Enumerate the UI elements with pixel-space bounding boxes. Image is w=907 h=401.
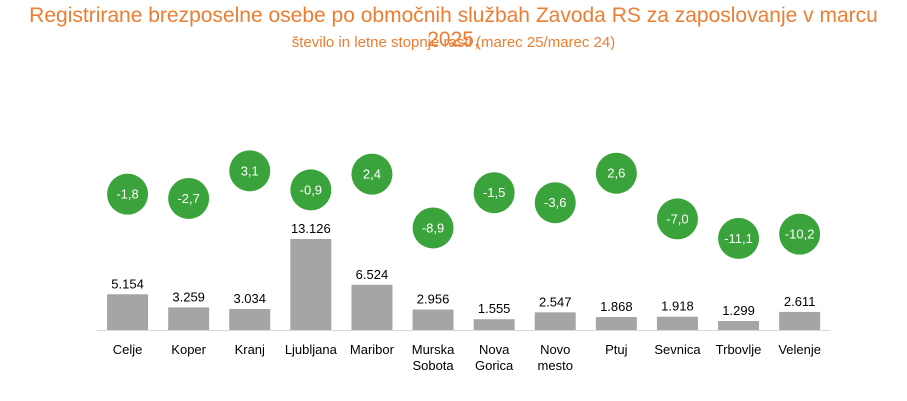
bar-value-label: 1.918 xyxy=(661,299,694,314)
bar xyxy=(290,239,332,330)
bar xyxy=(656,316,698,330)
bar-value-label: 3.259 xyxy=(172,289,205,304)
category-label: Trbovlje xyxy=(716,342,762,357)
growth-rate-marker xyxy=(534,182,576,224)
growth-rate-label: -2,7 xyxy=(177,191,199,206)
bar xyxy=(168,307,210,330)
chart-subtitle: število in letne stopnje rasti (marec 25… xyxy=(291,34,616,51)
bar-value-label: 3.034 xyxy=(233,291,266,306)
growth-rate-marker xyxy=(656,198,698,240)
category-label: Nova Gorica xyxy=(475,342,514,373)
bar xyxy=(473,319,515,330)
growth-rate-label: 3,1 xyxy=(241,163,259,178)
category-label: Velenje xyxy=(778,342,821,357)
growth-rate-label: -0,9 xyxy=(300,182,322,197)
growth-rate-label: -8,9 xyxy=(422,220,444,235)
bar-value-label: 1.299 xyxy=(722,303,755,318)
growth-rate-label: -1,5 xyxy=(483,185,505,200)
chart-title: Registrirane brezposelne osebe po območn… xyxy=(29,4,878,51)
growth-rate-marker xyxy=(779,213,821,255)
category-label: Murska Sobota xyxy=(412,342,455,373)
growth-rate-marker xyxy=(107,173,149,215)
bar xyxy=(534,312,576,330)
growth-rate-label: -11,1 xyxy=(724,231,753,246)
growth-rate-label: -3,6 xyxy=(544,195,566,210)
bar-value-label: 1.868 xyxy=(600,299,633,314)
growth-rate-label: -10,2 xyxy=(785,227,815,242)
growth-rate-marker xyxy=(168,177,210,219)
bar xyxy=(107,294,149,330)
growth-rate-label: 2,4 xyxy=(363,167,381,182)
growth-rate-label: -1,8 xyxy=(116,187,138,202)
category-label: Koper xyxy=(171,342,206,357)
growth-rate-marker xyxy=(412,207,454,249)
growth-rate-marker xyxy=(290,169,332,211)
bar xyxy=(779,311,821,330)
growth-rate-label: -7,0 xyxy=(666,211,688,226)
bar xyxy=(351,284,393,330)
category-label: Maribor xyxy=(350,342,395,357)
bar xyxy=(718,320,760,330)
category-label: Celje xyxy=(113,342,143,357)
bar xyxy=(229,308,271,330)
growth-rate-marker xyxy=(595,152,637,194)
category-label: Ljubljana xyxy=(285,342,338,357)
bar-value-label: 6.524 xyxy=(356,267,389,282)
growth-rate-marker xyxy=(718,217,760,259)
bar-value-label: 13.126 xyxy=(291,221,331,236)
bar xyxy=(595,317,637,330)
category-label: Kranj xyxy=(235,342,265,357)
bar-value-label: 2.611 xyxy=(784,294,816,309)
bar-value-label: 2.956 xyxy=(417,292,450,307)
bar-value-label: 1.555 xyxy=(478,301,511,316)
category-label: Novo mesto xyxy=(538,342,573,373)
category-label: Ptuj xyxy=(605,342,628,357)
growth-rate-marker xyxy=(229,150,271,192)
growth-rate-marker xyxy=(351,153,393,195)
growth-rate-label: 2,6 xyxy=(607,166,625,181)
bar-value-label: 5.154 xyxy=(111,276,144,291)
bar xyxy=(412,309,454,330)
growth-rate-marker xyxy=(473,172,515,214)
bar-value-label: 2.547 xyxy=(539,294,572,309)
category-label: Sevnica xyxy=(654,342,701,357)
